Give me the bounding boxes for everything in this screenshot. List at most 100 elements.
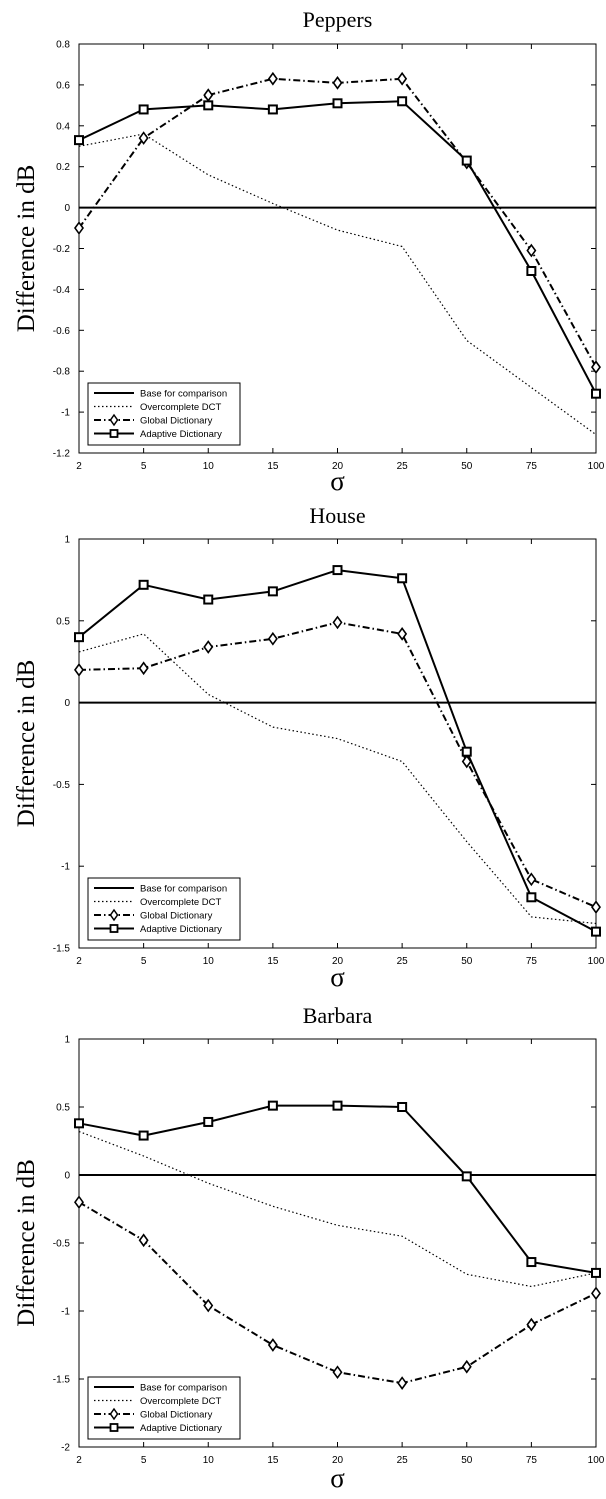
y-tick-label: 0.5 xyxy=(56,1103,70,1114)
y-tick-label: 0.4 xyxy=(56,121,70,132)
y-tick-label: 0 xyxy=(64,698,70,709)
data-point-diamond xyxy=(267,631,278,646)
legend: Base for comparison Overcomplete DCT Globa… xyxy=(87,877,241,941)
data-point-square xyxy=(526,265,537,276)
y-tick-label: -1 xyxy=(61,862,70,873)
legend-marker-square xyxy=(109,429,119,438)
x-tick-label: 20 xyxy=(332,461,344,472)
x-tick-label: 10 xyxy=(203,461,215,472)
x-axis-label: σ xyxy=(330,466,345,496)
legend-label: Adaptive Dictionary xyxy=(140,924,222,935)
data-point-square xyxy=(332,565,343,576)
chart-panel-0: Peppers Difference in dB σ 0.8 0.6 0.4 0.2 0 -0.… xyxy=(13,7,605,496)
x-tick-label: 75 xyxy=(526,1455,538,1466)
data-point-square xyxy=(397,96,408,107)
x-tick-label: 5 xyxy=(141,461,147,472)
x-tick-label: 2 xyxy=(76,461,82,472)
y-tick-label: -1 xyxy=(61,408,70,419)
data-point-square xyxy=(203,1116,214,1127)
x-tick-label: 20 xyxy=(332,956,344,967)
data-point-square xyxy=(461,746,472,757)
y-tick-label: -0.4 xyxy=(53,285,71,296)
x-tick-label: 25 xyxy=(397,1455,409,1466)
legend-marker-square xyxy=(109,1423,119,1432)
chart-title: Barbara xyxy=(303,1003,373,1028)
legend-label: Global Dictionary xyxy=(140,416,213,427)
legend-label: Adaptive Dictionary xyxy=(140,1423,222,1434)
data-point-diamond xyxy=(332,615,343,630)
y-tick-label: -1.2 xyxy=(53,449,71,460)
data-point-square xyxy=(332,98,343,109)
legend-marker-diamond xyxy=(109,1407,119,1421)
y-tick-label: -0.8 xyxy=(53,367,71,378)
x-tick-label: 10 xyxy=(203,956,215,967)
x-tick-label: 75 xyxy=(526,461,538,472)
data-point-square xyxy=(461,1171,472,1182)
y-tick-label: -1.5 xyxy=(53,944,71,955)
legend-marker-diamond xyxy=(109,908,119,922)
series-line-adaptive-dictionary xyxy=(78,1104,597,1274)
data-point-square xyxy=(591,926,601,937)
y-axis-label: Difference in dB xyxy=(13,1159,40,1327)
data-point-square xyxy=(74,135,84,146)
y-tick-label: 0 xyxy=(64,203,70,214)
x-tick-label: 25 xyxy=(397,956,409,967)
y-tick-label: 0.8 xyxy=(56,40,70,51)
y-tick-label: -1.5 xyxy=(53,1375,71,1386)
data-point-diamond xyxy=(74,1195,84,1210)
x-tick-label: 10 xyxy=(203,1455,215,1466)
data-point-square xyxy=(267,1100,278,1111)
data-point-square xyxy=(267,104,278,115)
legend-marker-diamond xyxy=(109,413,119,427)
legend: Base for comparison Overcomplete DCT Globa… xyxy=(87,382,241,446)
y-tick-label: -0.5 xyxy=(53,1239,71,1250)
legend-label: Adaptive Dictionary xyxy=(140,429,222,440)
data-point-square xyxy=(591,388,601,399)
series-line-overcomplete-dct xyxy=(78,633,597,925)
series-line-adaptive-dictionary xyxy=(78,100,597,395)
legend: Base for comparison Overcomplete DCT Globa… xyxy=(87,1376,241,1440)
x-tick-label: 5 xyxy=(141,956,147,967)
y-tick-label: 0.2 xyxy=(56,162,70,173)
data-point-square xyxy=(203,100,214,111)
data-point-square xyxy=(138,1130,149,1141)
y-tick-label: 0 xyxy=(64,1171,70,1182)
data-point-diamond xyxy=(203,1298,214,1313)
x-tick-label: 50 xyxy=(461,461,473,472)
x-axis-label: σ xyxy=(330,1463,345,1493)
data-point-diamond xyxy=(591,1286,601,1301)
x-tick-label: 15 xyxy=(267,956,279,967)
x-axis-label: σ xyxy=(330,962,345,992)
data-point-diamond xyxy=(332,1365,343,1380)
data-point-diamond xyxy=(332,75,343,90)
data-point-square xyxy=(138,104,149,115)
y-tick-label: 0.5 xyxy=(56,616,70,627)
series-line-overcomplete-dct xyxy=(78,1130,597,1288)
x-tick-label: 15 xyxy=(267,461,279,472)
y-tick-label: 0.6 xyxy=(56,80,70,91)
x-tick-label: 5 xyxy=(141,1455,147,1466)
y-tick-label: -2 xyxy=(61,1443,70,1454)
x-tick-label: 100 xyxy=(588,461,605,472)
series-line-global-dictionary xyxy=(78,1201,597,1385)
y-axis-label: Difference in dB xyxy=(13,165,40,333)
y-tick-label: 1 xyxy=(64,1035,70,1046)
data-point-square xyxy=(397,1102,408,1112)
data-point-diamond xyxy=(397,71,408,86)
data-point-square xyxy=(74,1118,84,1129)
data-point-square xyxy=(267,586,278,597)
x-tick-label: 25 xyxy=(397,461,409,472)
legend-label: Overcomplete DCT xyxy=(140,402,221,413)
data-point-diamond xyxy=(138,1233,149,1248)
y-tick-label: -0.6 xyxy=(53,326,71,337)
data-point-diamond xyxy=(267,1338,278,1352)
data-point-diamond xyxy=(203,88,214,102)
y-tick-label: -0.2 xyxy=(53,244,71,255)
legend-label: Global Dictionary xyxy=(140,911,213,922)
y-tick-label: -0.5 xyxy=(53,780,71,791)
data-point-square xyxy=(461,155,472,166)
data-point-diamond xyxy=(397,627,408,641)
legend-label: Base for comparison xyxy=(140,884,227,895)
legend-label: Global Dictionary xyxy=(140,1410,213,1421)
